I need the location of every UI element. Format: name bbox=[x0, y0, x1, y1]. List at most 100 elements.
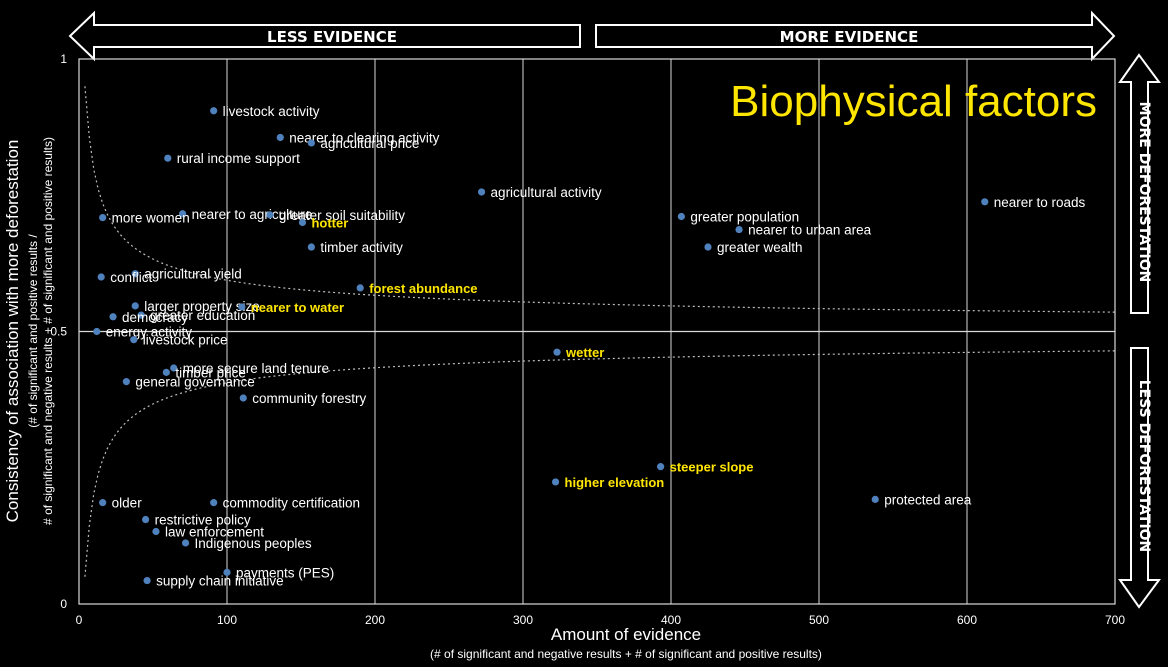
point-label: greater population bbox=[690, 210, 799, 225]
point-marker bbox=[152, 527, 160, 536]
point-marker bbox=[223, 568, 231, 576]
data-point[interactable]: greater education bbox=[137, 308, 256, 323]
point-marker bbox=[137, 311, 145, 319]
point-label: livestock activity bbox=[223, 104, 320, 119]
more-evidence-banner: MORE EVIDENCE bbox=[595, 10, 1116, 62]
point-label: supply chain initiative bbox=[156, 574, 284, 589]
more-deforestation-label: MORE DEFORESTATION bbox=[1136, 102, 1152, 283]
point-label: agricultural yield bbox=[144, 267, 242, 282]
point-marker bbox=[551, 478, 560, 486]
point-label: more secure land tenure bbox=[183, 361, 329, 376]
data-point[interactable]: older bbox=[99, 496, 142, 511]
x-tick-label: 400 bbox=[661, 613, 681, 627]
data-point[interactable]: steeper slope bbox=[657, 460, 753, 475]
y-tick-label: 1 bbox=[60, 52, 67, 66]
point-label: nearer to water bbox=[251, 300, 344, 315]
point-label: democracy bbox=[122, 310, 188, 325]
point-label: higher elevation bbox=[565, 475, 665, 490]
data-point[interactable]: nearer to urban area bbox=[735, 223, 872, 238]
x-tick-label: 0 bbox=[76, 613, 83, 627]
chart-title: Biophysical factors bbox=[730, 77, 1097, 126]
point-label: protected area bbox=[884, 492, 972, 507]
x-tick-label: 700 bbox=[1105, 613, 1125, 627]
point-marker bbox=[142, 515, 150, 524]
x-tick-label: 300 bbox=[513, 613, 533, 627]
data-point[interactable]: hotter bbox=[298, 216, 348, 231]
y-axis-label: Consistency of association with more def… bbox=[3, 140, 22, 523]
point-marker bbox=[99, 213, 107, 222]
point-label: older bbox=[112, 496, 143, 511]
data-point[interactable]: rural income support bbox=[164, 151, 300, 166]
data-point[interactable]: payments (PES) bbox=[223, 565, 334, 580]
point-label: community forestry bbox=[252, 391, 366, 406]
point-label: timber price bbox=[175, 365, 246, 380]
data-point[interactable]: restrictive policy bbox=[142, 513, 251, 528]
data-point[interactable]: greater soil suitability bbox=[266, 208, 405, 223]
data-point[interactable]: commodity certification bbox=[210, 496, 360, 511]
point-label: conflict bbox=[110, 270, 152, 285]
y-tick-labels: 00.51 bbox=[50, 52, 67, 611]
data-point[interactable]: greater population bbox=[677, 210, 799, 225]
point-marker bbox=[307, 243, 315, 251]
data-point[interactable]: forest abundance bbox=[356, 281, 478, 296]
data-point[interactable]: community forestry bbox=[239, 391, 367, 406]
data-point[interactable]: greater wealth bbox=[704, 240, 803, 255]
data-point[interactable]: timber price bbox=[162, 365, 246, 380]
point-label: greater education bbox=[150, 308, 255, 323]
data-point[interactable]: livestock price bbox=[130, 333, 228, 348]
point-marker bbox=[130, 336, 138, 344]
data-point[interactable]: timber activity bbox=[307, 240, 403, 255]
less-evidence-banner: LESS EVIDENCE bbox=[68, 10, 581, 62]
point-marker bbox=[210, 107, 218, 115]
data-point[interactable]: general governance bbox=[122, 375, 255, 390]
point-marker bbox=[97, 273, 105, 281]
point-marker bbox=[298, 218, 307, 227]
point-label: restrictive policy bbox=[155, 513, 251, 528]
funnel-lower bbox=[84, 350, 1116, 577]
x-tick-labels: 0 100 200 300 400 500 600 700 bbox=[76, 613, 1126, 627]
point-label: commodity certification bbox=[223, 496, 360, 511]
funnel-curves bbox=[84, 86, 1116, 577]
data-point[interactable]: more women bbox=[99, 211, 190, 226]
data-point[interactable]: democracy bbox=[109, 310, 188, 325]
point-marker bbox=[735, 225, 743, 234]
data-point[interactable]: nearer to agriculture bbox=[179, 207, 312, 222]
point-marker bbox=[276, 133, 284, 142]
x-axis-sublabel: (# of significant and negative results +… bbox=[430, 647, 822, 661]
point-marker bbox=[477, 188, 486, 196]
data-point[interactable]: nearer to clearing activity bbox=[276, 130, 440, 145]
data-point[interactable]: agricultural yield bbox=[131, 267, 242, 282]
data-point[interactable]: agricultural activity bbox=[477, 185, 602, 200]
point-marker bbox=[93, 327, 101, 336]
data-point[interactable]: livestock activity bbox=[210, 104, 320, 119]
y-tick-label: 0 bbox=[60, 597, 67, 611]
point-label: wetter bbox=[565, 345, 604, 360]
data-point[interactable]: wetter bbox=[553, 345, 604, 360]
data-point[interactable]: nearer to water bbox=[238, 300, 344, 315]
point-marker bbox=[170, 364, 178, 372]
data-point[interactable]: supply chain initiative bbox=[143, 574, 284, 589]
data-point[interactable]: conflict bbox=[97, 270, 153, 285]
y-tick-label: 0.5 bbox=[50, 325, 67, 339]
point-marker bbox=[553, 348, 561, 356]
point-label: nearer to roads bbox=[994, 195, 1086, 210]
data-point[interactable]: higher elevation bbox=[551, 475, 665, 490]
x-tick-label: 200 bbox=[365, 613, 385, 627]
data-point[interactable]: larger property size bbox=[131, 299, 260, 314]
data-point[interactable]: law enforcement bbox=[152, 525, 264, 540]
data-point[interactable]: more secure land tenure bbox=[170, 361, 329, 376]
data-point[interactable]: agricultural price bbox=[307, 136, 420, 151]
data-point[interactable]: protected area bbox=[871, 492, 972, 507]
point-label: Indigenous peoples bbox=[195, 536, 312, 551]
point-marker bbox=[871, 495, 879, 503]
data-point[interactable]: nearer to roads bbox=[981, 195, 1086, 210]
point-label: agricultural activity bbox=[491, 185, 602, 200]
data-point[interactable]: Indigenous peoples bbox=[181, 536, 312, 551]
point-marker bbox=[238, 303, 246, 311]
data-point[interactable]: energy activity bbox=[93, 325, 192, 340]
point-marker bbox=[181, 539, 190, 547]
point-label: nearer to agriculture bbox=[192, 207, 313, 222]
point-marker bbox=[99, 499, 107, 507]
x-tick-label: 600 bbox=[957, 613, 977, 627]
